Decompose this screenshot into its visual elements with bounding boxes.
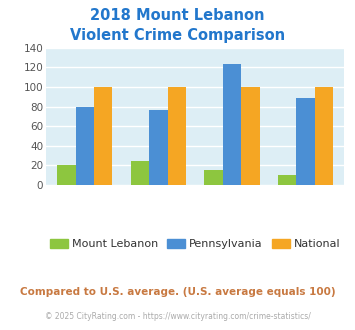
Text: 2018 Mount Lebanon: 2018 Mount Lebanon [90, 8, 265, 23]
Bar [204, 170, 223, 185]
Bar [296, 98, 315, 185]
Bar [315, 87, 333, 185]
Bar [149, 111, 168, 185]
Text: Compared to U.S. average. (U.S. average equals 100): Compared to U.S. average. (U.S. average … [20, 287, 335, 297]
Bar [131, 161, 149, 185]
Bar [168, 87, 186, 185]
Bar [241, 87, 260, 185]
Bar [57, 165, 76, 185]
Text: Violent Crime Comparison: Violent Crime Comparison [70, 28, 285, 43]
Bar [76, 107, 94, 185]
Bar [278, 175, 296, 185]
Bar [94, 87, 113, 185]
Text: © 2025 CityRating.com - https://www.cityrating.com/crime-statistics/: © 2025 CityRating.com - https://www.city… [45, 312, 310, 321]
Bar [223, 63, 241, 185]
Legend: Mount Lebanon, Pennsylvania, National: Mount Lebanon, Pennsylvania, National [45, 234, 345, 253]
